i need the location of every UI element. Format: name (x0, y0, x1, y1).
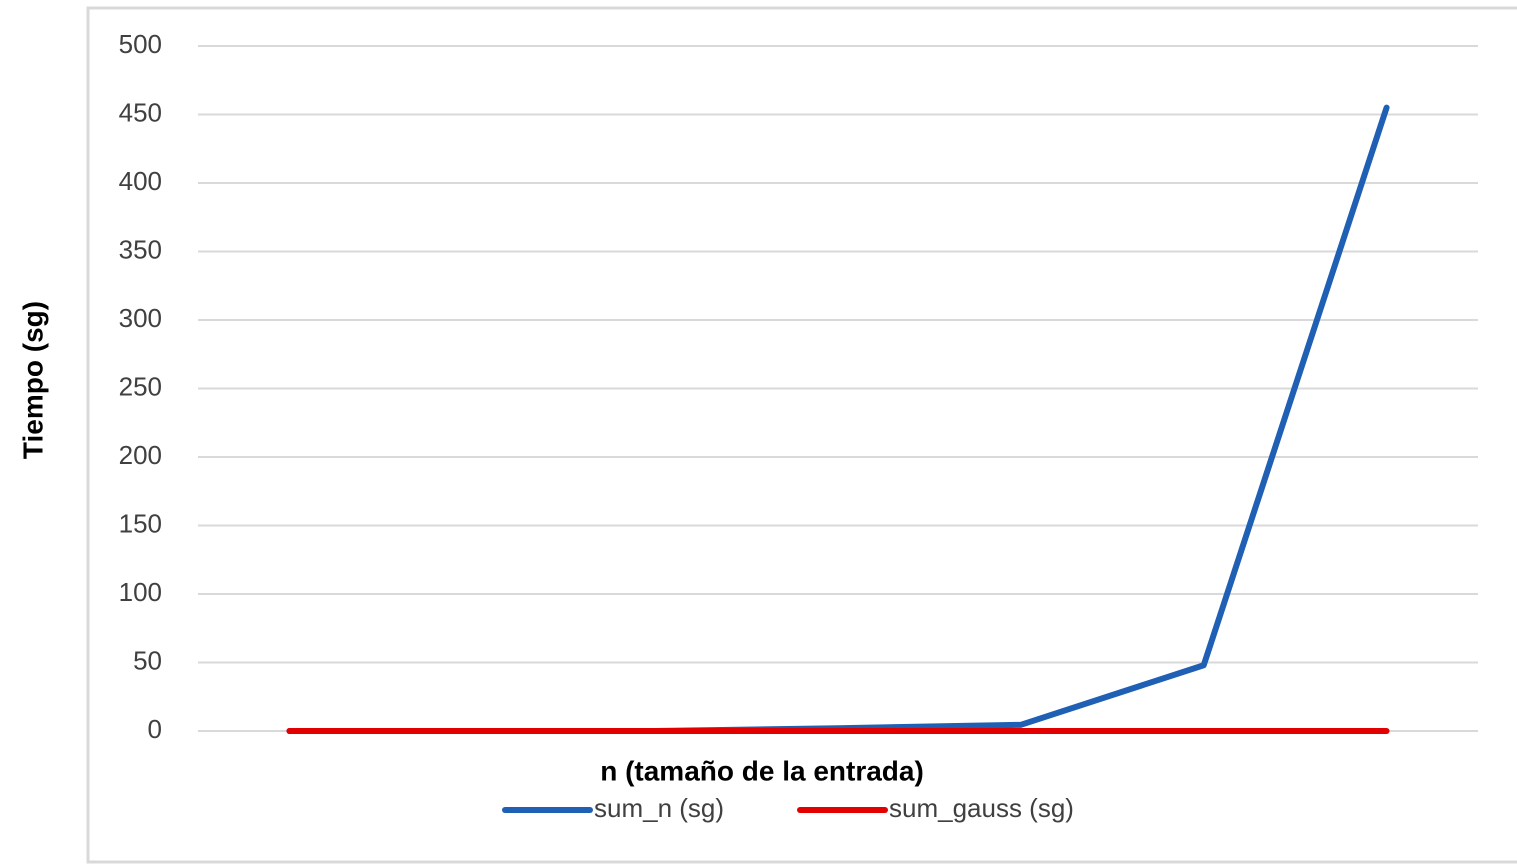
y-tick-label: 150 (119, 508, 162, 538)
x-axis-title: n (tamaño de la entrada) (600, 755, 924, 786)
y-tick-label: 0 (148, 714, 162, 744)
y-tick-label: 500 (119, 29, 162, 59)
y-tick-label: 400 (119, 166, 162, 196)
y-tick-label: 350 (119, 234, 162, 264)
y-tick-label: 300 (119, 303, 162, 333)
y-axis-title: Tiempo (sg) (17, 301, 48, 459)
legend-label: sum_n (sg) (594, 793, 724, 823)
y-tick-label: 250 (119, 371, 162, 401)
y-tick-label: 200 (119, 440, 162, 470)
y-tick-label: 100 (119, 577, 162, 607)
y-tick-label: 50 (133, 645, 162, 675)
y-tick-label: 450 (119, 97, 162, 127)
legend-label: sum_gauss (sg) (889, 793, 1074, 823)
